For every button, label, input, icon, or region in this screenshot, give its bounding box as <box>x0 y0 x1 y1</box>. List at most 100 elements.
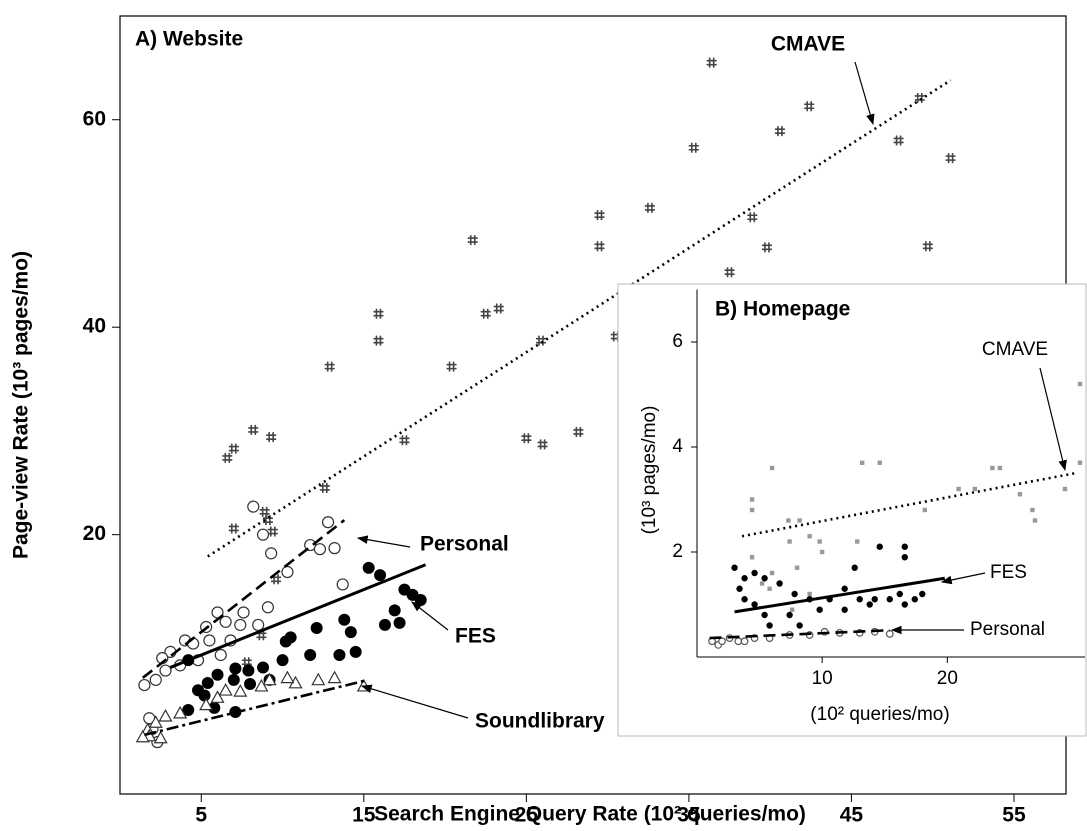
hash-point <box>706 57 717 68</box>
x-tick-label: 55 <box>1002 804 1026 827</box>
inset-chart: 10 20 2 4 6 B) Homepage (10² queries/mo) (10³ p… <box>617 283 1087 737</box>
hash-point <box>761 242 772 253</box>
filled-circle-point <box>374 569 387 582</box>
filled-circle-point <box>229 662 242 675</box>
open-circle-point <box>214 648 227 662</box>
filled-circle-point <box>766 622 773 629</box>
hash-point <box>521 433 532 444</box>
square-point <box>1017 492 1023 497</box>
hash-point <box>594 210 605 221</box>
filled-circle-point <box>796 622 803 629</box>
filled-circle-point <box>876 543 883 550</box>
hash-point <box>804 101 815 112</box>
x-tick-label: 15 <box>352 804 376 827</box>
open-circle-point <box>336 578 349 591</box>
annotation-arrow <box>1039 367 1067 472</box>
square-point <box>860 460 865 465</box>
filled-circle-point <box>257 661 270 674</box>
chart-title: A) Website <box>135 28 243 51</box>
y-tick-label: 40 <box>83 315 106 338</box>
open-circle-point <box>281 565 294 579</box>
square-point <box>759 581 765 586</box>
triangle-point <box>280 670 295 684</box>
filled-circle-point <box>841 585 848 592</box>
filled-circle-point <box>901 601 908 608</box>
filled-circle-point <box>751 601 758 608</box>
open-circle-point <box>885 630 894 638</box>
chart-title: B) Homepage <box>715 298 850 321</box>
filled-circle-point <box>866 601 873 608</box>
hash-point <box>594 241 605 252</box>
square-point <box>990 465 995 471</box>
annotation-arrow <box>356 535 411 548</box>
filled-circle-point <box>242 664 255 677</box>
open-circle-point <box>734 637 743 646</box>
hash-point <box>222 452 233 463</box>
annotation-arrow <box>940 572 986 585</box>
filled-circle-point <box>816 606 823 613</box>
x-axis-label: (10² queries/mo) <box>810 704 949 725</box>
open-circle-point <box>252 618 265 632</box>
triangle-point <box>199 697 214 711</box>
filled-circle-point <box>279 635 292 648</box>
open-circle-point <box>261 601 275 614</box>
x-tick-label: 25 <box>515 804 539 827</box>
square-point <box>877 460 882 465</box>
filled-circle-point <box>304 648 317 661</box>
square-point <box>787 539 792 544</box>
filled-circle-point <box>310 622 323 635</box>
filled-circle-point <box>227 673 240 686</box>
filled-circle-point <box>211 668 224 681</box>
hash-point <box>644 202 655 213</box>
fit-line <box>144 679 365 737</box>
square-point <box>807 591 812 597</box>
open-circle-point <box>313 543 327 556</box>
triangle-point <box>327 670 342 684</box>
y-axis-label: (10³ pages/mo) <box>639 406 660 535</box>
filled-circle-point <box>736 585 743 592</box>
filled-circle-point <box>791 590 798 598</box>
y-tick-label: 6 <box>672 331 683 352</box>
hash-point <box>319 482 330 493</box>
inset-panel <box>617 283 1087 737</box>
filled-circle-point <box>776 580 783 587</box>
filled-circle-point <box>871 596 878 603</box>
square-point <box>956 486 961 492</box>
filled-circle-point <box>338 613 351 626</box>
square-point <box>1077 460 1083 465</box>
hash-point <box>774 126 785 137</box>
open-circle-point <box>256 528 270 541</box>
hash-point <box>446 361 457 372</box>
filled-circle-point <box>349 645 362 658</box>
open-circle-point <box>718 637 726 646</box>
hash-point <box>228 523 239 534</box>
y-tick-label: 20 <box>83 522 106 545</box>
square-point <box>749 507 755 513</box>
filled-circle-point <box>919 590 926 598</box>
triangle-point <box>135 729 150 743</box>
open-circle-point <box>203 634 216 647</box>
square-point <box>817 539 822 544</box>
filled-circle-point <box>911 596 918 603</box>
hash-point <box>399 435 410 446</box>
triangle-point <box>210 690 225 703</box>
hash-point <box>688 142 699 153</box>
filled-circle-point <box>244 678 257 691</box>
square-point <box>749 497 755 502</box>
filled-circle-point <box>896 590 903 598</box>
open-circle-point <box>265 547 278 560</box>
hash-point <box>914 92 925 103</box>
filled-circle-point <box>362 561 375 574</box>
filled-circle-point <box>208 701 221 714</box>
filled-circle-point <box>841 606 848 613</box>
filled-circle-point <box>901 543 908 550</box>
filled-circle-point <box>761 611 768 619</box>
open-circle-point <box>247 500 260 513</box>
triangle-point <box>153 730 168 744</box>
main-chart: 5 15 25 35 45 55 20 40 60 A) Website Search Engine… <box>10 15 1067 827</box>
open-circle-point <box>328 542 341 555</box>
y-tick-label: 60 <box>83 107 106 130</box>
hash-point <box>324 361 335 372</box>
filled-circle-point <box>414 594 427 607</box>
x-tick-label: 20 <box>937 668 958 689</box>
